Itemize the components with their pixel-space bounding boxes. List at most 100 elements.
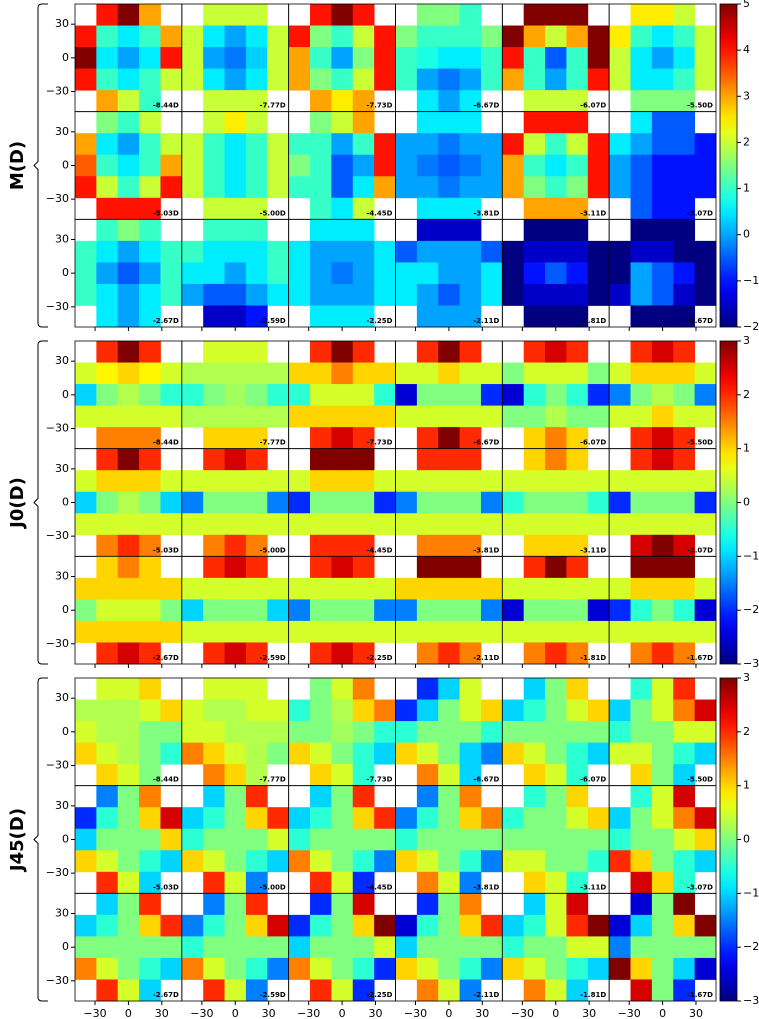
- heat-cell: [416, 807, 439, 830]
- heat-cell: [545, 448, 567, 471]
- heat-cell: [651, 111, 674, 134]
- panel: -6.07D: [501, 340, 610, 450]
- heat-cell: [438, 111, 460, 134]
- panel: -7.73D: [288, 677, 396, 787]
- heat-cell: [224, 305, 247, 328]
- heat-cell: [117, 4, 140, 26]
- heat-cell: [587, 47, 610, 69]
- heat-cell: [502, 47, 525, 69]
- heat-cell: [352, 871, 375, 894]
- panel-label: -5.03D: [153, 546, 179, 554]
- heat-cell: [459, 785, 482, 808]
- heat-cell: [587, 850, 610, 873]
- colorbar-tick-label: 0: [743, 833, 750, 846]
- heat-cell: [523, 427, 546, 450]
- x-tick-label: 0: [125, 1007, 132, 1019]
- heat-cell: [352, 448, 375, 471]
- heat-cell: [587, 176, 610, 199]
- heat-cell: [288, 828, 311, 851]
- heat-cell: [651, 893, 674, 916]
- heat-cell: [96, 133, 119, 156]
- heat-cell: [310, 154, 332, 177]
- heat-cell: [673, 4, 696, 26]
- heat-cell: [416, 785, 439, 808]
- heat-cell: [331, 154, 354, 177]
- heat-cell: [438, 491, 460, 514]
- heat-cell: [609, 25, 631, 48]
- heat-cell: [310, 362, 332, 385]
- heat-cell: [587, 283, 610, 306]
- heat-cell: [673, 513, 696, 536]
- heat-cell: [673, 678, 696, 700]
- heat-cell: [96, 68, 119, 91]
- heat-cell: [245, 850, 268, 873]
- heat-cell: [566, 599, 589, 622]
- heat-cell: [673, 599, 696, 622]
- heat-cell: [331, 68, 354, 91]
- panel-label: -6.07D: [580, 439, 606, 447]
- heat-cell: [245, 283, 268, 306]
- heat-cell: [502, 936, 525, 959]
- heat-cell: [651, 133, 674, 156]
- heat-cell: [459, 893, 482, 916]
- heat-cell: [331, 642, 354, 665]
- heat-cell: [331, 384, 354, 406]
- heat-cell: [438, 219, 460, 242]
- heat-cell: [181, 936, 204, 959]
- panel: -6.67D: [395, 3, 503, 113]
- heat-cell: [139, 219, 161, 242]
- heat-cell: [224, 491, 247, 514]
- heat-cell: [480, 491, 503, 514]
- heat-cell: [523, 341, 546, 363]
- heat-cell: [331, 893, 354, 916]
- heat-cell: [630, 219, 653, 242]
- colorbar: [719, 3, 738, 328]
- heat-cell: [352, 699, 375, 722]
- heat-cell: [96, 699, 119, 722]
- heat-cell: [523, 154, 546, 177]
- colorbar-tick-label: −3: [743, 994, 759, 1007]
- heat-cell: [224, 893, 247, 916]
- panel: -1.81D −30 0 30: [501, 892, 610, 1019]
- heat-cell: [288, 470, 311, 493]
- panel: -5.50D: [608, 3, 717, 113]
- heat-cell: [245, 893, 268, 916]
- heat-cell: [459, 556, 482, 579]
- heat-cell: [395, 742, 418, 765]
- colorbar: [719, 340, 738, 665]
- heat-cell: [566, 68, 589, 91]
- heat-cell: [75, 599, 97, 622]
- panel-label: -6.67D: [473, 776, 499, 784]
- heat-cell: [480, 470, 503, 493]
- heat-cell: [352, 197, 375, 220]
- panel-label: -2.25D: [367, 991, 393, 999]
- heat-cell: [288, 742, 311, 765]
- heat-cell: [245, 219, 268, 242]
- heat-cell: [310, 678, 332, 700]
- heat-cell: [331, 764, 354, 787]
- heat-cell: [139, 240, 161, 263]
- heat-cell: [310, 305, 332, 328]
- heat-cell: [75, 936, 97, 959]
- panel-label: -4.45D: [367, 209, 393, 217]
- panel-label: -5.50D: [687, 439, 713, 447]
- heat-cell: [438, 534, 460, 557]
- heat-cell: [267, 176, 290, 199]
- heat-cell: [331, 283, 354, 306]
- heat-cell: [310, 534, 332, 557]
- heat-cell: [651, 25, 674, 48]
- heat-cell: [673, 721, 696, 743]
- heat-cell: [502, 470, 525, 493]
- heat-cell: [459, 914, 482, 937]
- heat-cell: [181, 513, 204, 536]
- heat-cell: [416, 893, 439, 916]
- heat-cell: [502, 721, 525, 743]
- panel-label: -5.03D: [153, 883, 179, 891]
- panel-label: -6.67D: [473, 102, 499, 110]
- heat-cell: [181, 154, 204, 177]
- heat-cell: [651, 470, 674, 493]
- heat-cell: [96, 850, 119, 873]
- panel: -2.67D −30 0 30 30 0 −30: [46, 892, 183, 1019]
- heat-cell: [75, 405, 97, 428]
